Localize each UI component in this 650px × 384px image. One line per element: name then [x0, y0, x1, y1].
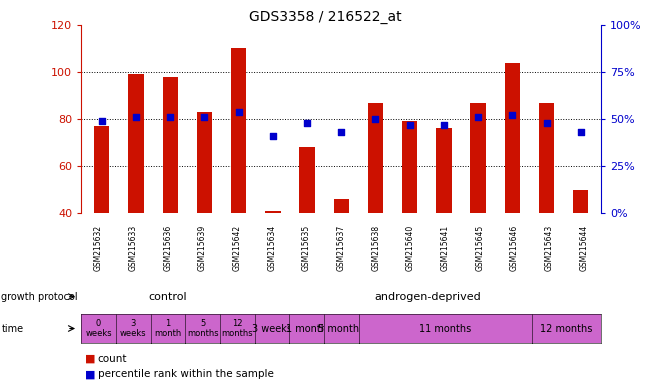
Text: 3 weeks: 3 weeks [252, 323, 292, 334]
Bar [94, 126, 109, 213]
Bar [402, 121, 417, 213]
Text: 12
months: 12 months [222, 319, 253, 338]
Text: GSM215637: GSM215637 [337, 224, 346, 271]
Text: count: count [98, 354, 127, 364]
Text: 5 months: 5 months [318, 323, 365, 334]
Point [97, 118, 107, 124]
Point [370, 116, 381, 122]
Text: GSM215639: GSM215639 [198, 224, 207, 271]
Text: GSM215642: GSM215642 [233, 224, 242, 271]
Text: growth protocol: growth protocol [1, 291, 78, 302]
Bar [265, 211, 281, 213]
Bar [231, 48, 246, 213]
Point [302, 120, 312, 126]
Bar [128, 74, 144, 213]
Text: control: control [149, 291, 187, 302]
Bar [368, 103, 383, 213]
Text: 3
weeks: 3 weeks [120, 319, 146, 338]
Text: 1
month: 1 month [154, 319, 181, 338]
Text: ■: ■ [84, 369, 95, 379]
Text: GSM215638: GSM215638 [371, 224, 380, 271]
Bar [300, 147, 315, 213]
Text: GDS3358 / 216522_at: GDS3358 / 216522_at [249, 10, 401, 23]
Bar [504, 63, 520, 213]
Point [541, 120, 552, 126]
Text: percentile rank within the sample: percentile rank within the sample [98, 369, 274, 379]
Text: ■: ■ [84, 354, 95, 364]
Point [268, 133, 278, 139]
Text: androgen-deprived: androgen-deprived [374, 291, 481, 302]
Bar [471, 103, 486, 213]
Text: GSM215640: GSM215640 [406, 224, 415, 271]
Bar [333, 199, 349, 213]
Bar [162, 77, 178, 213]
Point [439, 122, 449, 128]
Text: GSM215636: GSM215636 [163, 224, 172, 271]
Bar [539, 103, 554, 213]
Text: GSM215633: GSM215633 [129, 224, 138, 271]
Point [131, 114, 141, 120]
Point [575, 129, 586, 135]
Text: GSM215634: GSM215634 [267, 224, 276, 271]
Bar [573, 190, 588, 213]
Text: 5
months: 5 months [187, 319, 218, 338]
Text: GSM215643: GSM215643 [545, 224, 554, 271]
Text: GSM215641: GSM215641 [441, 224, 450, 271]
Text: GSM215646: GSM215646 [510, 224, 519, 271]
Point [404, 122, 415, 128]
Bar [197, 112, 212, 213]
Text: 12 months: 12 months [540, 323, 593, 334]
Point [336, 129, 346, 135]
Text: GSM215635: GSM215635 [302, 224, 311, 271]
Point [473, 114, 484, 120]
Text: GSM215644: GSM215644 [579, 224, 588, 271]
Text: 1 month: 1 month [286, 323, 327, 334]
Point [199, 114, 209, 120]
Point [233, 108, 244, 114]
Text: 0
weeks: 0 weeks [85, 319, 112, 338]
Bar [436, 128, 452, 213]
Point [165, 114, 176, 120]
Point [507, 112, 517, 118]
Text: 11 months: 11 months [419, 323, 471, 334]
Text: GSM215632: GSM215632 [94, 224, 103, 271]
Text: GSM215645: GSM215645 [475, 224, 484, 271]
Text: time: time [1, 323, 23, 334]
